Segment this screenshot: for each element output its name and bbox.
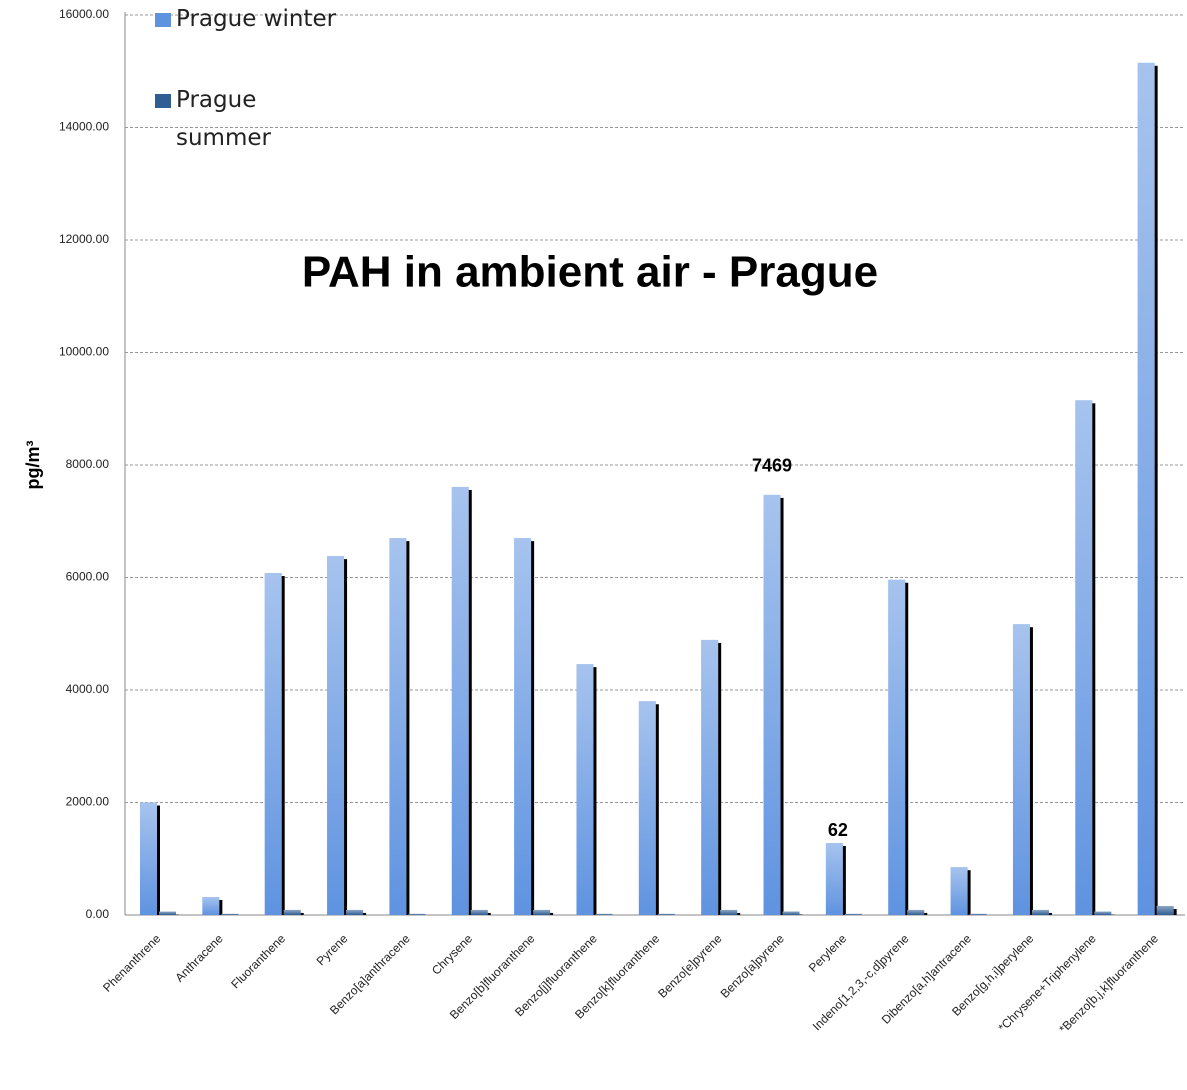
y-axis-label: pg/m³ xyxy=(23,441,43,490)
bar-shine xyxy=(951,867,968,915)
bar-shine xyxy=(826,843,843,915)
bar-shine xyxy=(720,910,737,915)
bar-shine xyxy=(452,487,469,915)
bar-shine xyxy=(389,538,406,915)
x-tick-label: Anthracene xyxy=(172,931,226,985)
bar-shadow xyxy=(282,576,285,915)
bar-shine xyxy=(1013,624,1030,915)
y-tick-label: 2000.00 xyxy=(66,795,110,809)
bar-shine xyxy=(471,910,488,915)
y-tick-label: 16000.00 xyxy=(59,7,109,21)
chart-title: PAH in ambient air - Prague xyxy=(302,248,878,297)
bar-shine xyxy=(202,897,219,915)
bar-shadow xyxy=(157,806,160,916)
bar-shadow xyxy=(843,846,846,915)
legend-label: Prague winter xyxy=(176,0,366,38)
bar-shadow xyxy=(781,498,784,915)
bar-shadow xyxy=(968,870,971,915)
bar-shine xyxy=(1094,912,1111,915)
bar-shadow xyxy=(550,913,553,915)
bar-shine xyxy=(576,664,593,915)
bar-shine xyxy=(639,701,656,915)
bar-shadow xyxy=(344,559,347,915)
y-tick-label: 10000.00 xyxy=(59,345,109,359)
bar-shine xyxy=(284,910,301,915)
bar-shine xyxy=(327,556,344,915)
bar-shine xyxy=(140,803,157,916)
bar-shadow xyxy=(924,913,927,915)
bar-shine xyxy=(346,910,363,915)
bar-shine xyxy=(658,914,675,915)
bar-shadow xyxy=(1030,627,1033,915)
x-tick-label: Chrysene xyxy=(429,931,475,977)
x-tick-label: Phenanthrene xyxy=(100,931,163,994)
bar-shadow xyxy=(363,913,366,915)
bar-shine xyxy=(265,573,282,915)
bar-shine xyxy=(907,910,924,915)
bar-shine xyxy=(221,914,238,915)
x-tick-label: Benzo[a]pyrene xyxy=(718,931,788,1001)
data-label: 7469 xyxy=(752,456,792,476)
x-tick-label: Perylene xyxy=(806,931,850,975)
bar-shine xyxy=(1138,63,1155,915)
y-tick-label: 14000.00 xyxy=(59,120,109,134)
x-tick-label: Fluoranthene xyxy=(228,931,288,991)
bar-shadow xyxy=(1092,403,1095,915)
bar-shine xyxy=(533,910,550,915)
bar-shine xyxy=(701,640,718,915)
bar-shadow xyxy=(301,913,304,915)
legend-swatch xyxy=(155,13,171,27)
bar-shadow xyxy=(1174,909,1177,915)
bar-shine xyxy=(1032,910,1049,915)
bar-shine xyxy=(159,912,176,915)
bar-shine xyxy=(845,914,862,915)
bar-shadow xyxy=(1049,913,1052,915)
data-label: 62 xyxy=(828,820,848,840)
y-tick-label: 4000.00 xyxy=(66,682,110,696)
bar-shadow xyxy=(593,667,596,915)
bar-shine xyxy=(408,914,425,915)
bar-shadow xyxy=(656,704,659,915)
bar-shine xyxy=(595,914,612,915)
bar-shine xyxy=(1075,400,1092,915)
x-tick-label: Benzo[e]pyrene xyxy=(655,931,725,1001)
legend-swatch xyxy=(155,94,171,108)
x-tick-label: Pyrene xyxy=(314,931,351,968)
bar-shine xyxy=(514,538,531,915)
y-tick-label: 8000.00 xyxy=(66,457,110,471)
bar-shadow xyxy=(1155,66,1158,915)
y-tick-label: 6000.00 xyxy=(66,570,110,584)
legend-label: Prague summer xyxy=(176,81,276,157)
bar-shadow xyxy=(488,913,491,915)
y-tick-label: 12000.00 xyxy=(59,232,109,246)
y-tick-label: 0.00 xyxy=(86,907,110,921)
bar-shadow xyxy=(718,643,721,915)
bar-shine xyxy=(1157,906,1174,915)
bar-shadow xyxy=(905,583,908,915)
bar-shine xyxy=(970,914,987,915)
legend-item: Prague summer xyxy=(176,81,366,161)
bar-shine xyxy=(764,495,781,915)
bar-shadow xyxy=(531,541,534,915)
bar-shadow xyxy=(469,490,472,915)
legend-item: Prague winter xyxy=(176,0,366,80)
bar-shadow xyxy=(406,541,409,915)
bar-shine xyxy=(888,580,905,915)
bar-shadow xyxy=(219,900,222,915)
bar-shadow xyxy=(737,913,740,915)
bar-shine xyxy=(783,912,800,915)
